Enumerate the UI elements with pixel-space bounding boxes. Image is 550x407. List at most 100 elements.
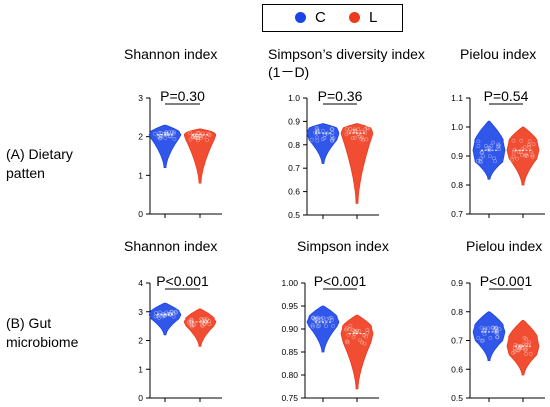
panel-5-point-l-14	[345, 339, 349, 344]
panel-1-point-c-8	[153, 131, 157, 136]
panel-4-point-l-12	[189, 318, 194, 323]
panel-6-point-c-18	[494, 330, 498, 335]
panel-4-point-c-17	[164, 310, 169, 315]
panel-6-point-c-2	[495, 335, 499, 340]
panel-2-point-c-7	[315, 138, 320, 143]
panel-5-violin-l	[340, 314, 374, 390]
panel-4-point-c-8	[153, 314, 158, 319]
panel-3-point-c-14	[476, 139, 481, 144]
panel-3-point-l-1	[520, 153, 524, 158]
panel-3-point-c-12	[496, 142, 501, 147]
panel-title-a1: Shannon index	[124, 46, 218, 62]
panel-6-point-c-12	[479, 325, 484, 330]
panel-1-point-l-7	[196, 135, 201, 140]
panel-3-point-l-13	[511, 138, 516, 143]
panel-2-violin-c	[306, 123, 340, 164]
panel-3-point-l-20	[527, 139, 532, 144]
legend: C L	[262, 4, 403, 32]
panel-3-point-l-2	[519, 138, 524, 143]
panel-3-point-c-5	[483, 143, 488, 148]
panel-5-point-l-12	[351, 335, 356, 340]
legend-label-l: L	[369, 9, 378, 26]
panel-1-point-c-20	[171, 131, 176, 136]
panel-1-point-c-14	[172, 130, 177, 135]
panel-3-point-c-9	[481, 154, 486, 159]
panel-2-point-c-5	[330, 127, 335, 132]
panel-2-ytick-label-2: 0.7	[288, 163, 300, 173]
panel-5-ytick-label-0: 0.75	[281, 393, 298, 403]
panel-4-point-l-10	[187, 319, 192, 324]
panel-3-point-c-10	[485, 146, 490, 151]
panel-1-point-l-12	[198, 133, 203, 138]
panel-6-point-c-10	[482, 328, 487, 333]
panel-2-point-l-13	[357, 134, 362, 139]
panel-2-point-c-6	[316, 128, 320, 133]
panel-title-b1: Shannon index	[124, 238, 218, 254]
panel-1-ytick-label-1: 1	[138, 170, 143, 180]
panel-1-point-l-1	[191, 135, 196, 140]
panel-1-point-c-12	[167, 130, 172, 135]
panel-2-point-l-11	[352, 135, 357, 140]
panel-5-ytick-label-3: 0.90	[281, 324, 298, 334]
panel-5-ytick-label-4: 0.95	[281, 301, 298, 311]
panel-3-point-c-11	[493, 159, 498, 164]
panel-2-p-value: P=0.36	[318, 88, 363, 104]
panel-4-point-c-18	[157, 310, 162, 315]
panel-2-point-l-16	[350, 136, 355, 141]
panel-4-point-c-0	[160, 314, 165, 319]
panel-2-point-c-21	[322, 136, 327, 140]
panel-1-point-c-7	[167, 134, 172, 139]
panel-5-point-c-10	[313, 317, 318, 322]
panel-5-point-c-15	[316, 315, 320, 320]
panel-3-point-l-11	[524, 152, 529, 157]
panel-1-point-c-18	[158, 133, 163, 138]
panel-4-ytick-label-3: 3	[138, 307, 143, 317]
panel-3-point-l-9	[523, 153, 528, 158]
panel-6-ytick-label-2: 0.7	[451, 336, 463, 346]
panel-1-ytick-label-3: 3	[138, 93, 143, 103]
panel-3-ytick-label-1: 0.8	[451, 180, 463, 190]
panel-3-point-l-17	[530, 153, 535, 158]
panel-2-point-c-16	[330, 130, 335, 135]
panel-5-point-c-9	[314, 316, 319, 321]
panel-6-point-l-20	[528, 351, 533, 356]
panel-3-violin-l	[506, 126, 540, 186]
panel-4-point-l-14	[199, 316, 204, 321]
panel-4-point-c-11	[169, 309, 174, 314]
panel-6-point-c-9	[497, 327, 502, 332]
panel-6-violin-c	[472, 311, 506, 361]
panel-3-point-c-15	[489, 143, 494, 148]
panel-5-point-c-6	[319, 316, 324, 321]
panel-1-point-l-17	[195, 136, 200, 141]
panel-3-point-c-18	[478, 159, 483, 163]
panel-3-ytick-label-2: 0.9	[451, 151, 463, 161]
row-label-microbiome: (B) Gut microbiome	[6, 315, 79, 350]
panel-5-point-l-16	[344, 326, 349, 331]
panel-2-point-l-5	[344, 127, 349, 132]
panel-3-point-l-18	[527, 142, 531, 147]
panel-4-ytick-label-0: 0	[138, 393, 143, 403]
panel-1-point-c-3	[168, 134, 173, 139]
panel-2-ytick-label-3: 0.8	[288, 140, 300, 150]
panel-2-point-l-1	[359, 129, 364, 134]
panel-2-violin-l	[340, 123, 374, 204]
panel-1-point-c-19	[164, 130, 169, 135]
panel-2-point-c-20	[314, 135, 319, 140]
panel-3-point-c-0	[497, 143, 501, 148]
legend-label-c: C	[315, 9, 326, 26]
panel-6-point-c-8	[494, 326, 498, 331]
panel-2-point-c-3	[330, 136, 335, 141]
panel-2-point-c-17	[330, 138, 334, 143]
panel-6-point-l-18	[524, 352, 528, 356]
panel-6-point-l-0	[518, 345, 523, 349]
panel-5-point-c-2	[318, 318, 323, 323]
panel-6-ytick-label-4: 0.9	[451, 278, 463, 288]
panel-5-point-c-3	[324, 317, 329, 322]
panel-1-point-l-18	[206, 132, 211, 137]
panel-5-point-l-2	[352, 329, 357, 334]
panel-title-a3: Pielou index	[460, 46, 537, 62]
panel-5-point-l-8	[353, 330, 358, 335]
panel-3-point-c-19	[476, 158, 480, 163]
panel-3-point-c-2	[479, 150, 484, 155]
